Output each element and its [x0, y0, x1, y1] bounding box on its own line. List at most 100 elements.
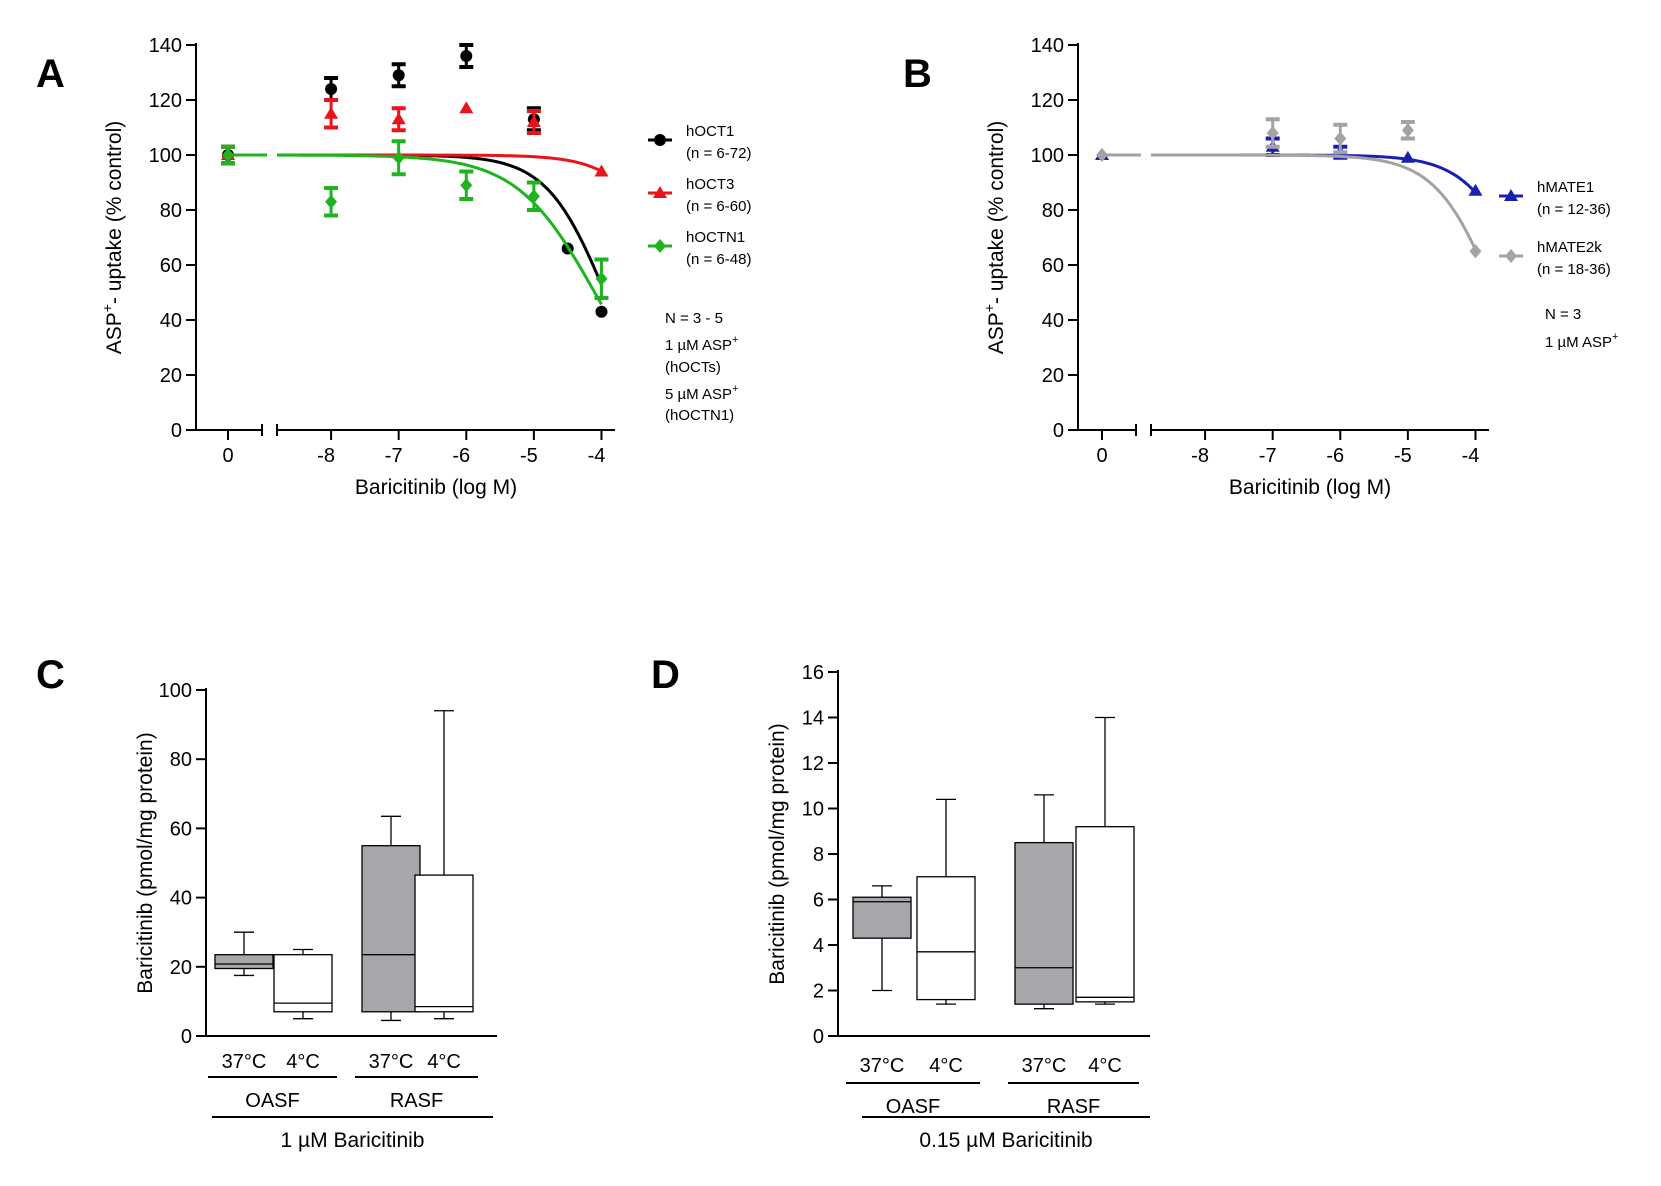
- data-point: [1334, 131, 1347, 146]
- legend-label: hMATE2k: [1537, 239, 1602, 256]
- group-label: OASF: [245, 1090, 299, 1112]
- fit-curve: [277, 153, 603, 286]
- panel-D: D 0 2 4 6 8 10 12 14 16 Baricitinib (pmol/mg prote…: [651, 653, 1150, 1152]
- y-tick-label: 100: [149, 145, 182, 167]
- y-tick-label: 60: [170, 818, 192, 840]
- y-tick-label: 140: [149, 35, 182, 57]
- y-tick-label: 0: [1053, 420, 1064, 442]
- y-tick-label: 40: [1042, 310, 1064, 332]
- y-tick-label: 100: [159, 680, 192, 702]
- data-point: [1469, 244, 1482, 259]
- legend-marker: [1504, 189, 1518, 201]
- series-hOCT1: [221, 43, 608, 318]
- legend-marker: [654, 239, 666, 253]
- data-point: [324, 106, 339, 119]
- x-tick-label: -6: [452, 445, 470, 467]
- x-tick-label: -7: [1259, 445, 1277, 467]
- x-tick-label: -4: [1462, 445, 1480, 467]
- data-point: [594, 164, 609, 177]
- box-rect: [414, 874, 474, 1013]
- y-axis-label: ASP+- uptake (% control): [99, 121, 126, 354]
- condition-label: 1 µM Baricitinib: [281, 1129, 425, 1152]
- y-tick-label: 0: [171, 420, 182, 442]
- box-rect: [273, 954, 333, 1013]
- data-point: [595, 271, 608, 286]
- legend-item: hMATE2k (n = 18-36): [1499, 239, 1611, 278]
- y-tick-label: 6: [813, 890, 824, 912]
- x-tick-label: -5: [1394, 445, 1412, 467]
- y-tick-label: 80: [1042, 200, 1064, 222]
- data-point: [392, 150, 405, 165]
- data-point: [526, 115, 541, 127]
- y-axis-label-rest: - uptake (% control): [985, 121, 1008, 304]
- series-hOCTN1: [221, 139, 609, 306]
- data-point: [222, 148, 234, 162]
- y-tick-label: 120: [1031, 90, 1064, 112]
- data-point: [325, 83, 338, 95]
- series-hMATE1: [1095, 136, 1483, 196]
- y-axis-label-sup: +: [99, 304, 115, 312]
- note-text: 1 µM ASP+: [1545, 331, 1618, 351]
- legend-label: hMATE1: [1537, 179, 1594, 196]
- note-superscript: +: [1612, 331, 1618, 343]
- data-point: [460, 50, 473, 62]
- data-point: [1468, 183, 1483, 196]
- y-tick-label: 100: [1031, 145, 1064, 167]
- note-superscript: +: [732, 383, 738, 395]
- panel-C: C 0 20 40 60 80 100 Baricitinib (pmol/mg protei…: [36, 653, 497, 1152]
- x-tick-label: 0: [222, 445, 233, 467]
- panel-label: A: [36, 52, 65, 96]
- y-tick-label: 0: [181, 1026, 192, 1048]
- y-tick-label: 140: [1031, 35, 1064, 57]
- condition-label: 0.15 µM Baricitinib: [919, 1129, 1092, 1152]
- y-tick-label: 80: [170, 749, 192, 771]
- y-tick-label: 10: [802, 799, 824, 821]
- box-rect: [916, 876, 976, 1001]
- x-tick-label: -8: [317, 445, 335, 467]
- legend-marker: [654, 134, 666, 146]
- box-rect: [214, 954, 274, 970]
- note-text: 1 µM ASP+: [665, 334, 738, 354]
- y-tick-label: 14: [802, 708, 824, 730]
- data-point: [595, 305, 608, 318]
- panel-label: C: [36, 653, 65, 697]
- group-label: OASF: [886, 1096, 940, 1118]
- fit-curve: [1151, 153, 1477, 251]
- y-tick-label: 40: [160, 310, 182, 332]
- note-text: (hOCTs): [665, 359, 721, 376]
- note-text: 5 µM ASP+: [665, 383, 738, 403]
- data-point: [1096, 148, 1108, 162]
- legend-n: (n = 6-72): [686, 145, 751, 162]
- y-tick-label: 120: [149, 90, 182, 112]
- x-tick-label: -8: [1191, 445, 1209, 467]
- y-axis-label: Baricitinib (pmol/mg protein): [134, 732, 157, 993]
- box-OASF-4°C: [916, 798, 976, 1005]
- y-tick-label: 20: [170, 957, 192, 979]
- note-superscript: +: [732, 334, 738, 346]
- y-tick-label: 20: [1042, 365, 1064, 387]
- note-text: (hOCTN1): [665, 407, 734, 424]
- legend-n: (n = 18-36): [1537, 261, 1611, 278]
- box-RASF-4°C: [414, 710, 474, 1020]
- panel-label: D: [651, 653, 680, 697]
- y-tick-label: 2: [813, 981, 824, 1003]
- category-label: 37°C: [369, 1051, 414, 1073]
- group-label: RASF: [390, 1090, 443, 1112]
- category-label: 37°C: [1022, 1055, 1067, 1077]
- legend-item: hMATE1 (n = 12-36): [1499, 179, 1611, 218]
- box-RASF-37°C: [361, 815, 421, 1022]
- y-tick-label: 12: [802, 753, 824, 775]
- x-axis-label: Baricitinib (log M): [1229, 476, 1391, 499]
- y-axis-label: Baricitinib (pmol/mg protein): [766, 723, 789, 984]
- y-tick-label: 16: [802, 662, 824, 684]
- box-rect: [1075, 826, 1135, 1003]
- data-point: [1401, 123, 1414, 138]
- y-axis-label-rest: - uptake (% control): [103, 121, 126, 304]
- series-hOCT3: [221, 98, 609, 177]
- category-label: 37°C: [222, 1051, 267, 1073]
- note-text: N = 3 - 5: [665, 310, 723, 327]
- box-OASF-4°C: [273, 948, 333, 1020]
- data-point: [1400, 150, 1415, 163]
- y-tick-label: 20: [160, 365, 182, 387]
- box-RASF-4°C: [1075, 716, 1135, 1005]
